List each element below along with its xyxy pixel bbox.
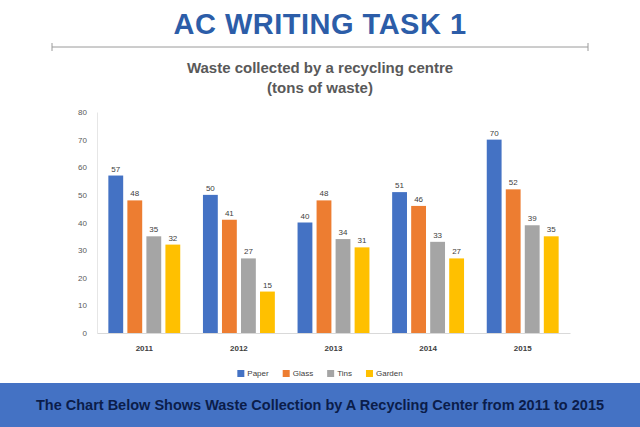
bar [260, 292, 275, 333]
header-rule [52, 43, 588, 51]
footer-caption: The Chart Below Shows Waste Collection b… [15, 397, 625, 414]
legend-label: Garden [376, 369, 403, 378]
data-label: 34 [339, 228, 348, 237]
y-tick-label: 50 [78, 191, 87, 200]
bar [108, 176, 123, 333]
data-label: 27 [452, 247, 461, 256]
data-labels: 57 50 40 51 70 48 41 48 46 52 35 27 34 33 39 32 15 31 27 35 [111, 129, 556, 290]
data-label: 46 [414, 195, 423, 204]
data-label: 57 [111, 165, 120, 174]
y-tick-label: 80 [78, 108, 87, 117]
data-label: 35 [149, 225, 158, 234]
bar [430, 242, 445, 333]
bar [449, 258, 464, 333]
y-tick: 40 [78, 219, 97, 228]
data-label: 40 [301, 212, 310, 221]
x-tick: 2011 [136, 333, 154, 353]
bar [355, 247, 370, 333]
bar [165, 245, 180, 333]
bar [525, 225, 540, 333]
y-tick: 70 [78, 136, 97, 145]
bar [203, 195, 218, 333]
page-header: AC WRITING TASK 1 [0, 8, 640, 41]
data-label: 48 [320, 189, 329, 198]
legend-label: Glass [293, 369, 313, 378]
legend-label: Paper [247, 369, 269, 378]
data-label: 15 [263, 281, 272, 290]
bars [108, 140, 558, 333]
legend-item: Paper [237, 369, 269, 378]
legend-item: Glass [283, 369, 313, 378]
y-tick-label: 60 [78, 163, 87, 172]
rule-end [52, 43, 53, 51]
bar [127, 200, 142, 333]
x-tick: 2012 [230, 333, 248, 353]
data-label: 41 [225, 209, 234, 218]
bar [298, 223, 313, 334]
data-label: 32 [168, 234, 177, 243]
x-tick-label: 2011 [136, 344, 154, 353]
data-label: 70 [490, 129, 499, 138]
x-tick-label: 2015 [514, 344, 532, 353]
rule-line [52, 47, 588, 48]
y-tick: 20 [78, 274, 97, 283]
legend-swatch [366, 370, 373, 377]
y-tick-label: 10 [78, 301, 87, 310]
data-label: 50 [206, 184, 215, 193]
chart: Waste collected by a recycling centre (to… [0, 0, 640, 383]
legend: Paper Glass Tins Garden [237, 369, 402, 378]
y-tick-label: 40 [78, 219, 87, 228]
legend-label: Tins [337, 369, 352, 378]
y-tick: 10 [78, 301, 97, 310]
x-tick-label: 2014 [419, 344, 437, 353]
bar [146, 236, 161, 333]
x-axis: 2011 2012 2013 2014 2015 [98, 333, 571, 353]
y-axis-line [97, 113, 98, 334]
data-label: 48 [130, 189, 139, 198]
bar [487, 140, 502, 333]
y-tick-label: 0 [83, 329, 88, 338]
x-tick: 2014 [419, 333, 437, 353]
legend-swatch [237, 370, 244, 377]
y-tick: 60 [78, 163, 97, 172]
data-label: 31 [358, 236, 367, 245]
footer-band: The Chart Below Shows Waste Collection b… [0, 383, 640, 427]
bar [336, 239, 351, 333]
bar [506, 189, 521, 333]
legend-swatch [283, 370, 290, 377]
y-tick: 30 [78, 246, 97, 255]
y-tick: 50 [78, 191, 97, 200]
legend-item: Tins [327, 369, 352, 378]
x-tick-label: 2012 [230, 344, 248, 353]
x-tick: 2013 [325, 333, 343, 353]
chart-subtitle: (tons of waste) [267, 79, 373, 96]
y-tick-label: 70 [78, 136, 87, 145]
data-label: 52 [509, 178, 518, 187]
data-label: 33 [433, 231, 442, 240]
bar [241, 258, 256, 333]
bar [317, 200, 332, 333]
data-label: 51 [395, 181, 404, 190]
x-tick: 2015 [514, 333, 532, 353]
bar [544, 236, 559, 333]
chart-title: Waste collected by a recycling centre [187, 59, 453, 76]
data-label: 39 [528, 214, 537, 223]
legend-swatch [327, 370, 334, 377]
bar [222, 220, 237, 333]
data-label: 27 [244, 247, 253, 256]
y-tick-label: 20 [78, 274, 87, 283]
y-tick: 0 [83, 329, 97, 338]
legend-item: Garden [366, 369, 403, 378]
rule-end [588, 43, 589, 51]
bar [411, 206, 426, 333]
data-label: 35 [547, 225, 556, 234]
bar [392, 192, 407, 333]
x-axis-line [98, 333, 571, 334]
y-tick-label: 30 [78, 246, 87, 255]
x-tick-label: 2013 [325, 344, 343, 353]
y-tick: 80 [78, 108, 97, 117]
y-axis: 0 10 20 30 40 50 60 70 80 [78, 108, 97, 338]
